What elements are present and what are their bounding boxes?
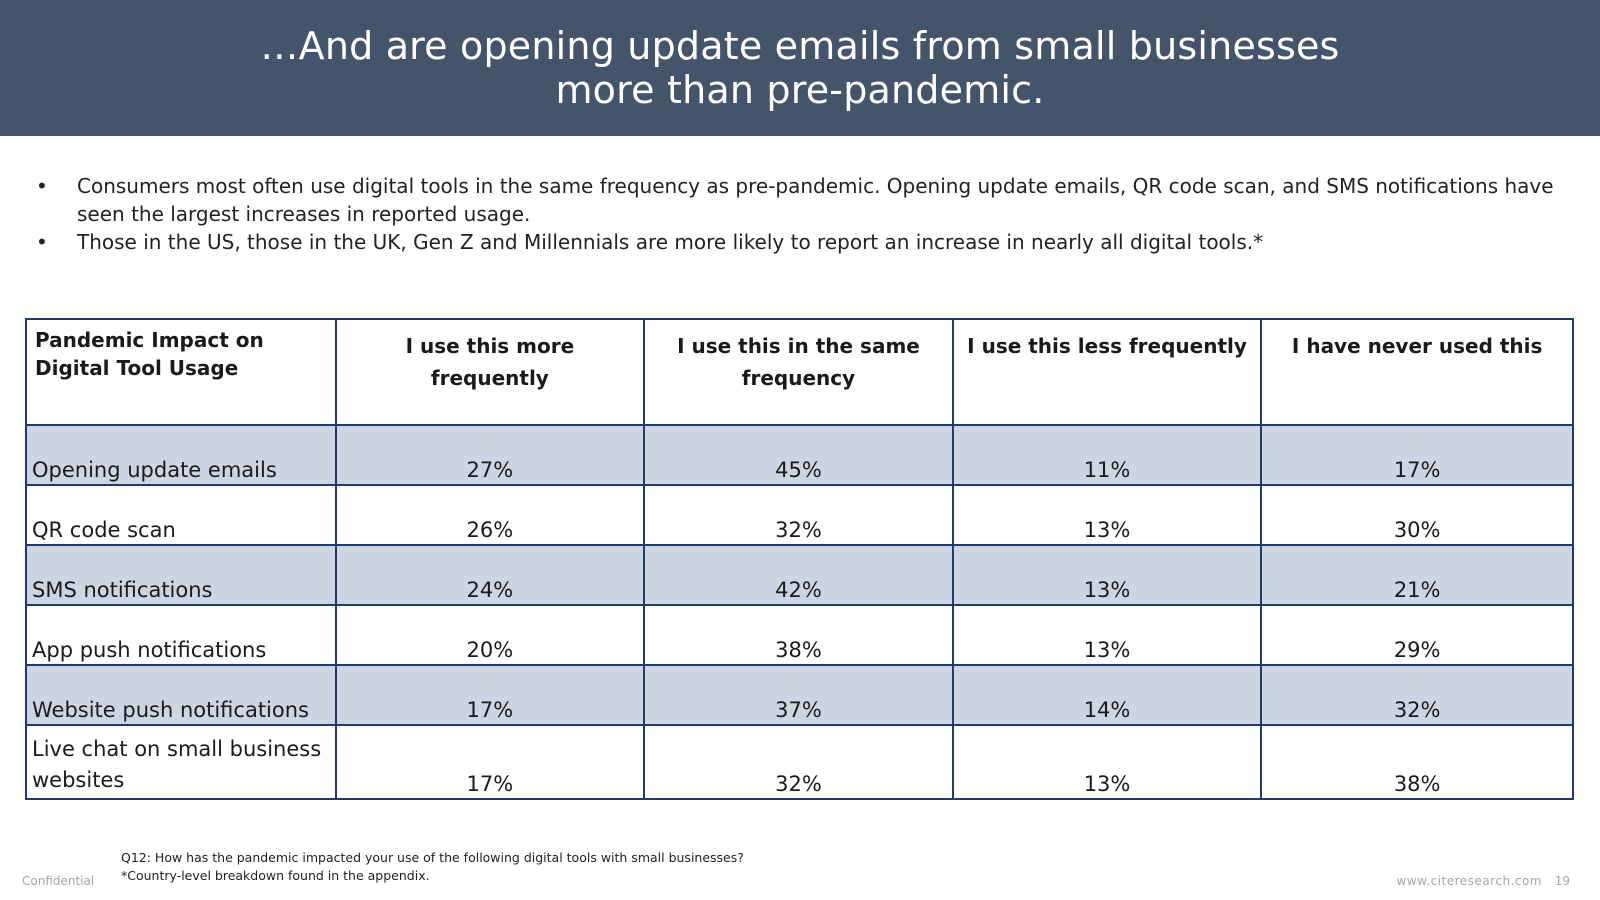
table-cell: 17% [1260, 424, 1574, 486]
bullet-text: Those in the US, those in the UK, Gen Z … [77, 230, 1264, 254]
table-row: App push notifications 20% 38% 13% 29% [25, 604, 1574, 666]
table-cell: 42% [643, 544, 954, 606]
table-header-cell: I have never used this [1260, 318, 1574, 426]
table-header-row: Pandemic Impact on Digital Tool Usage I … [25, 318, 1574, 426]
table-cell: 13% [951, 544, 1263, 606]
table-header-cell: Pandemic Impact on Digital Tool Usage [25, 318, 337, 426]
table-row: Website push notifications 17% 37% 14% 3… [25, 664, 1574, 726]
table-cell: 45% [643, 424, 954, 486]
table-cell: 21% [1260, 544, 1574, 606]
page-number: 19 [1554, 874, 1570, 888]
row-label: QR code scan [25, 484, 337, 546]
table-cell: 38% [1260, 724, 1574, 800]
appendix-note: *Country-level breakdown found in the ap… [121, 868, 430, 883]
title-banner: …And are opening update emails from smal… [0, 0, 1600, 136]
table-row: SMS notifications 24% 42% 13% 21% [25, 544, 1574, 606]
digital-tool-usage-table: Pandemic Impact on Digital Tool Usage I … [25, 318, 1574, 800]
bullet-marker: • [36, 230, 48, 254]
page-title-line-2: more than pre-pandemic. [555, 68, 1045, 112]
row-label: Website push notifications [25, 664, 337, 726]
row-label: Live chat on small business websites [25, 724, 337, 800]
table-cell: 30% [1260, 484, 1574, 546]
table-header-cell: I use this in the same frequency [643, 318, 954, 426]
row-label: SMS notifications [25, 544, 337, 606]
bullet-marker: • [36, 174, 48, 198]
footnote: Q12: How has the pandemic impacted your … [121, 849, 744, 885]
survey-question-note: Q12: How has the pandemic impacted your … [121, 850, 744, 865]
table-cell: 11% [951, 424, 1263, 486]
table-header-cell: I use this more frequently [334, 318, 646, 426]
row-label: Opening update emails [25, 424, 337, 486]
bullet-text: Consumers most often use digital tools i… [77, 174, 1554, 226]
page-title-line-1: …And are opening update emails from smal… [260, 24, 1340, 68]
table-cell: 17% [334, 664, 646, 726]
table-cell: 20% [334, 604, 646, 666]
table-cell: 26% [334, 484, 646, 546]
table-row: QR code scan 26% 32% 13% 30% [25, 484, 1574, 546]
table-cell: 14% [951, 664, 1263, 726]
bullet-list: • Consumers most often use digital tools… [36, 172, 1566, 256]
table-cell: 32% [643, 484, 954, 546]
table-cell: 13% [951, 484, 1263, 546]
bullet-item: • Consumers most often use digital tools… [36, 172, 1566, 228]
table-cell: 29% [1260, 604, 1574, 666]
bullet-item: • Those in the US, those in the UK, Gen … [36, 228, 1566, 256]
table-cell: 27% [334, 424, 646, 486]
table-cell: 13% [951, 724, 1263, 800]
row-label: App push notifications [25, 604, 337, 666]
website-footer: www.citeresearch.com [1396, 874, 1542, 888]
table-cell: 24% [334, 544, 646, 606]
table-row: Live chat on small business websites 17%… [25, 724, 1574, 800]
table-cell: 37% [643, 664, 954, 726]
table-cell: 17% [334, 724, 646, 800]
table-row: Opening update emails 27% 45% 11% 17% [25, 424, 1574, 486]
table-cell: 38% [643, 604, 954, 666]
confidential-label: Confidential [22, 874, 95, 888]
table-cell: 13% [951, 604, 1263, 666]
table-header-cell: I use this less frequently [951, 318, 1263, 426]
table-cell: 32% [1260, 664, 1574, 726]
table-cell: 32% [643, 724, 954, 800]
